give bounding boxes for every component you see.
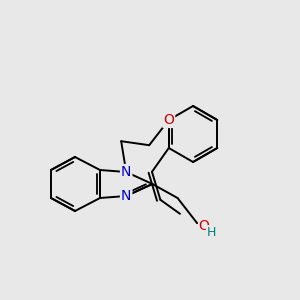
Text: H: H — [206, 226, 216, 239]
Text: N: N — [121, 165, 131, 179]
Text: N: N — [121, 189, 131, 203]
Text: O: O — [199, 219, 210, 233]
Text: O: O — [163, 113, 174, 127]
